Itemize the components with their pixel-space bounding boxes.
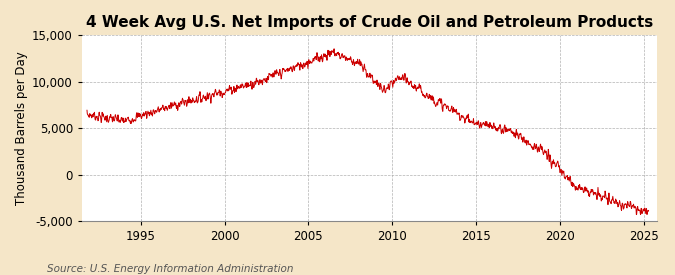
Y-axis label: Thousand Barrels per Day: Thousand Barrels per Day (15, 51, 28, 205)
Title: 4 Week Avg U.S. Net Imports of Crude Oil and Petroleum Products: 4 Week Avg U.S. Net Imports of Crude Oil… (86, 15, 653, 30)
Text: Source: U.S. Energy Information Administration: Source: U.S. Energy Information Administ… (47, 264, 294, 274)
